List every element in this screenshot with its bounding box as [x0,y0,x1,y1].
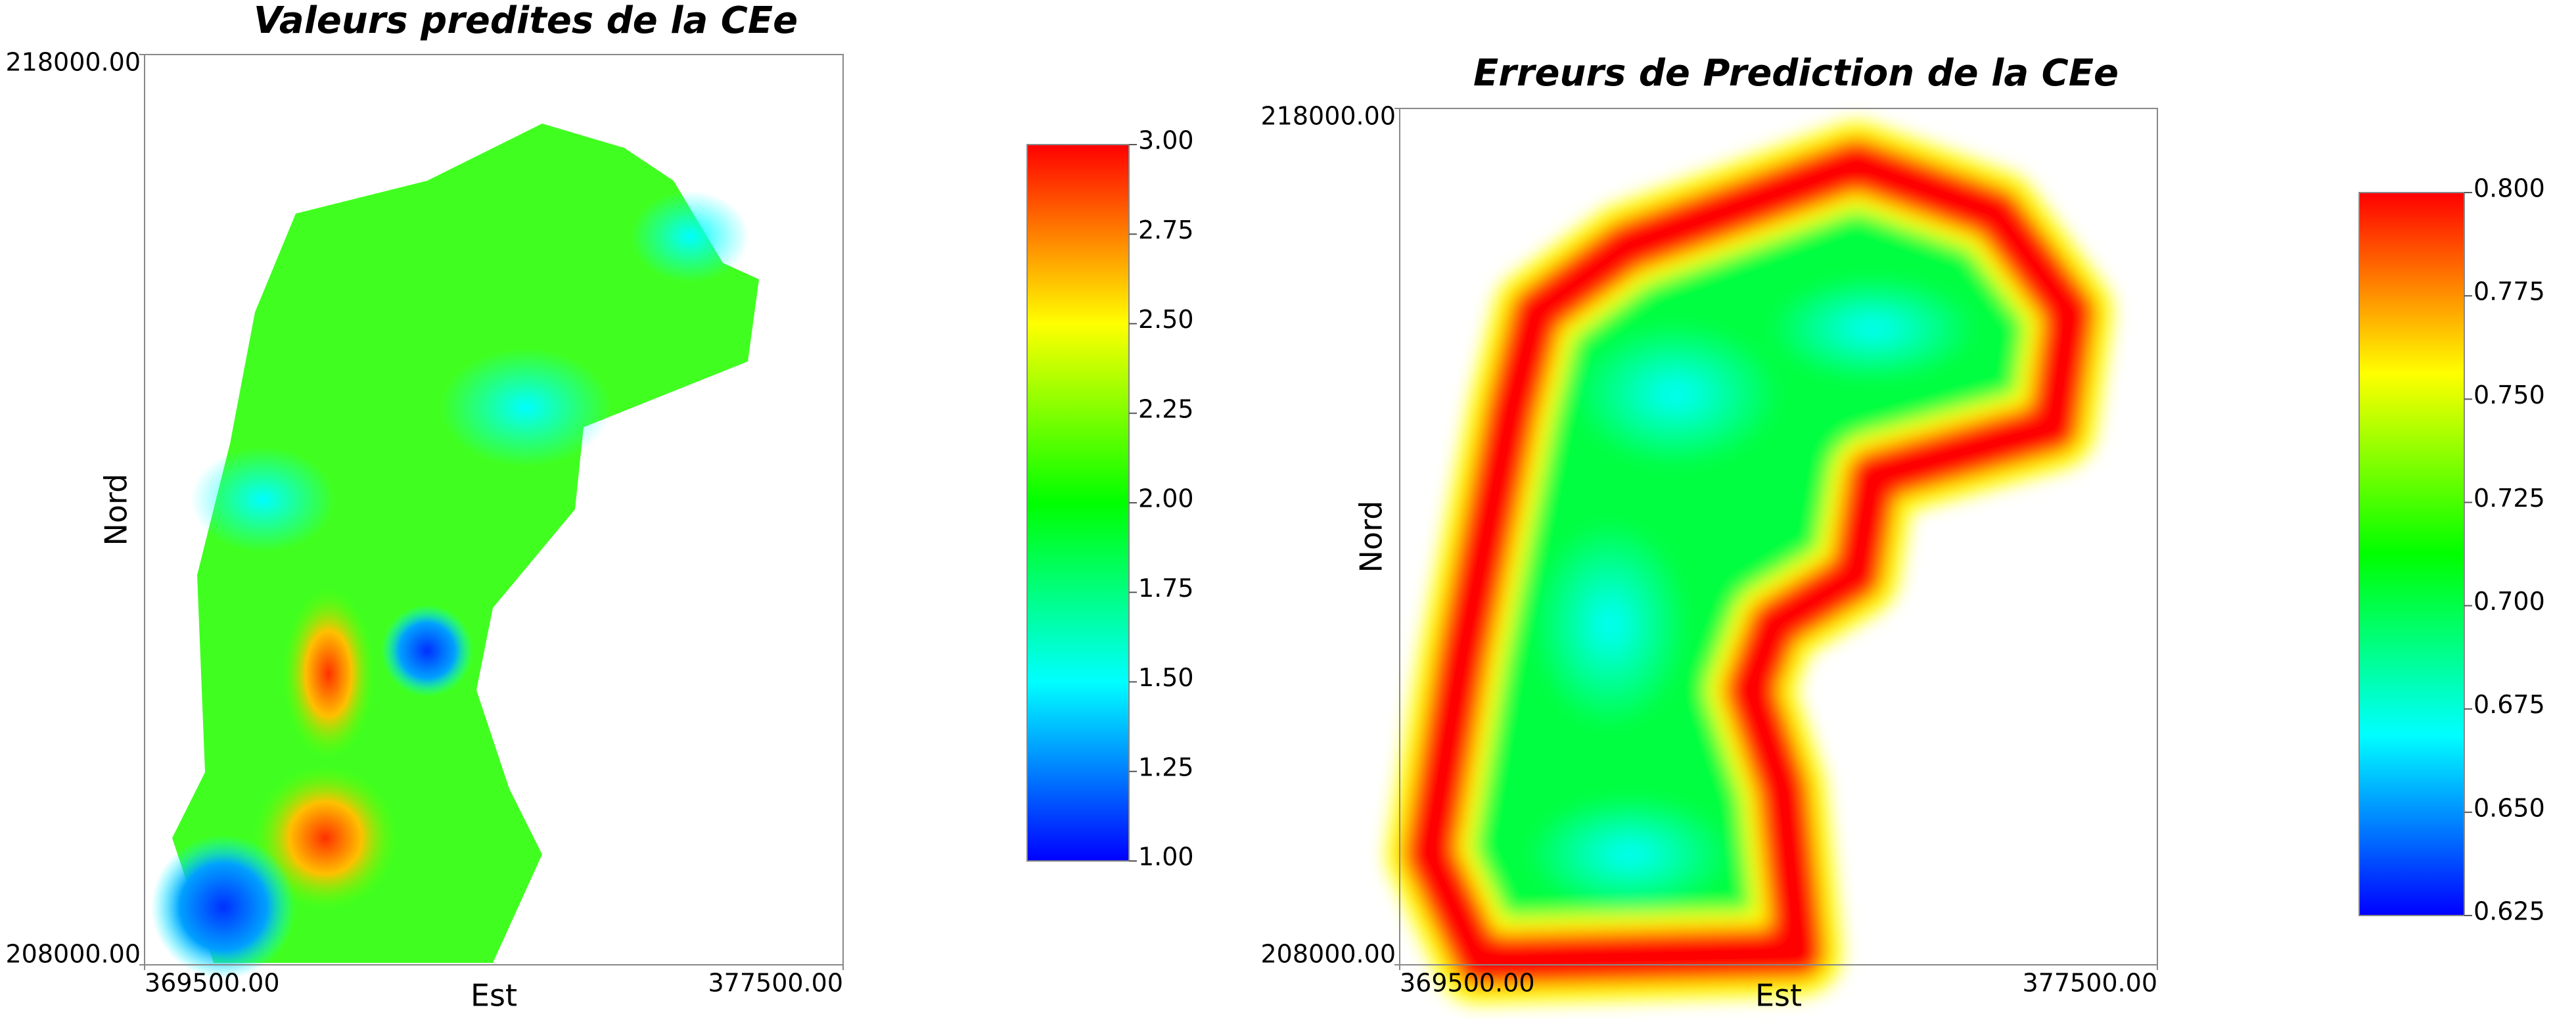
chart-title: Valeurs predites de la CEe [254,0,798,42]
x-axis-label: Est [471,978,517,1013]
colorbar-tick-label: 2.25 [1138,394,1194,423]
colorbar-tick-label: 3.00 [1138,126,1194,155]
colorbar-tick-label: 0.700 [2473,587,2545,616]
colorbar-tick-label: 0.625 [2473,897,2545,926]
y-tick-label: 208000.00 [1261,940,1396,969]
y-axis-label: Nord [99,474,134,546]
colorbar-tick-label: 0.775 [2473,277,2545,306]
colorbar [2358,192,2465,916]
chart-title: Erreurs de Prediction de la CEe [1473,52,2119,95]
plot-frame [144,54,844,965]
colorbar-tick-label: 0.800 [2473,174,2545,203]
colorbar-tick-label: 0.750 [2473,381,2545,409]
y-axis-label: Nord [1354,501,1389,573]
map-field [151,124,759,979]
x-tick-label: 369500.00 [1400,969,1535,998]
x-tick-label: 377500.00 [708,969,844,998]
colorbar-tick-label: 1.50 [1138,663,1194,692]
x-tick-label: 369500.00 [145,969,280,998]
colorbar-tick-label: 1.00 [1138,843,1194,871]
y-tick-label: 208000.00 [6,940,141,969]
y-tick-label: 218000.00 [6,48,141,77]
colorbar-tick-label: 2.75 [1138,216,1194,244]
colorbar-tick-label: 0.725 [2473,484,2545,513]
map-field [1387,122,2113,1004]
x-tick-label: 377500.00 [2023,969,2158,998]
colorbar-tick-label: 2.00 [1138,484,1194,513]
colorbar-tick-label: 0.650 [2473,793,2545,822]
x-axis-label: Est [1755,978,1802,1013]
colorbar-tick-label: 2.50 [1138,305,1194,334]
y-tick-label: 218000.00 [1261,102,1396,131]
colorbar-tick-label: 0.675 [2473,690,2545,719]
plot-frame [1399,108,2158,965]
colorbar-tick-label: 1.75 [1138,574,1194,603]
colorbar-tick-label: 1.25 [1138,753,1194,781]
colorbar [1026,144,1130,862]
